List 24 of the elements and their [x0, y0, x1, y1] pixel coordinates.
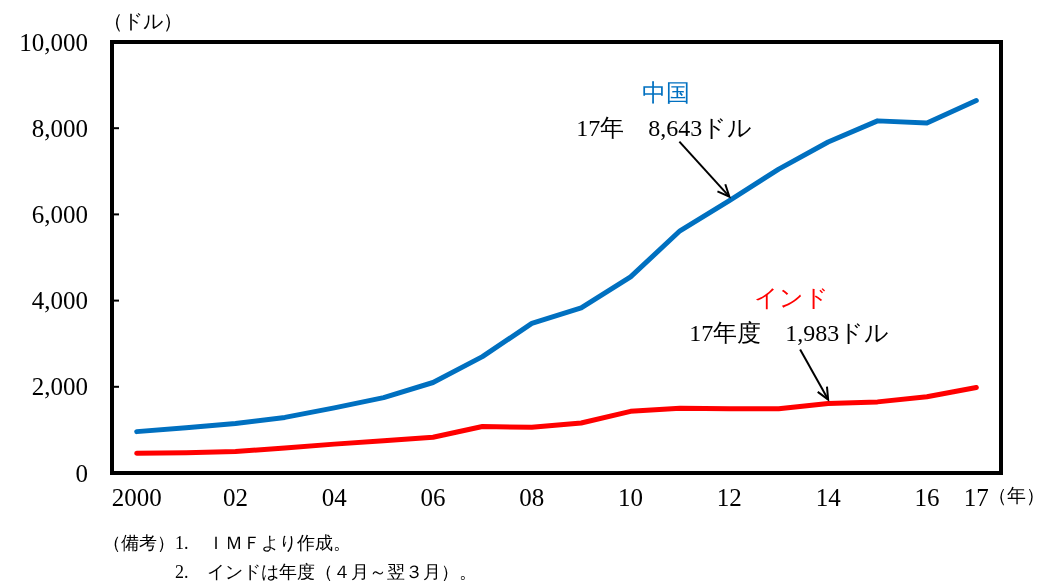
y-tick-label: 8,000	[31, 114, 88, 142]
text: （備考）1. ＩＭＦより作成。	[103, 533, 351, 553]
annotation: 17年 8,643ドル	[576, 114, 753, 141]
x-axis-title: （年）	[988, 484, 1045, 506]
x-tick-label: 04	[321, 483, 348, 511]
x-tick-label: 16	[914, 483, 940, 511]
text: 2. インドは年度（４月～翌３月）。	[175, 562, 477, 582]
x-tick-label: 12	[716, 483, 742, 511]
x-tick-label: 14	[815, 483, 842, 511]
text: インド	[753, 284, 829, 311]
annotation: 17年度 1,983ドル	[689, 319, 890, 346]
y-tick-label: 2,000	[31, 373, 88, 401]
y-axis-title: （ドル）	[103, 10, 183, 32]
y-tick-label: 4,000	[31, 287, 88, 315]
x-tick-label: 10	[618, 483, 644, 511]
x-tick-label: 06	[420, 483, 446, 511]
x-tick-label: 17	[963, 483, 989, 511]
x-tick-label: 02	[222, 483, 248, 511]
x-tick-label: 2000	[111, 483, 162, 511]
y-tick-label: 0	[75, 459, 88, 487]
x-tick-label: 08	[519, 483, 545, 511]
y-tick-label: 6,000	[31, 200, 88, 228]
text: 中国	[642, 79, 691, 106]
y-tick-label: 10,000	[19, 28, 88, 56]
